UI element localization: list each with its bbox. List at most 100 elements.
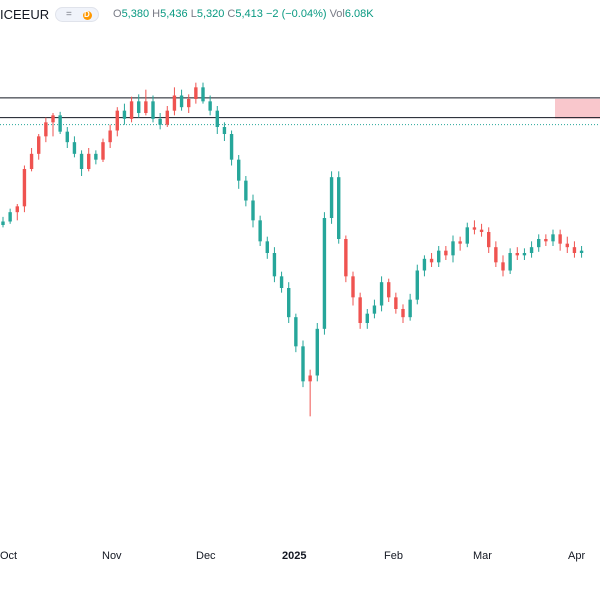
candle-body — [408, 299, 412, 318]
candle-body — [479, 229, 484, 232]
candle-body — [444, 250, 448, 256]
candle-body — [344, 239, 348, 277]
candle-body — [122, 110, 127, 119]
candle-body — [258, 220, 262, 242]
candle-body — [51, 115, 55, 123]
candle-body — [265, 241, 269, 253]
candle-body — [422, 258, 427, 271]
candle-body — [179, 95, 184, 108]
candle-body — [194, 87, 198, 99]
candle-body — [251, 200, 255, 221]
candle-body — [187, 99, 191, 108]
candle-body — [572, 247, 577, 253]
candle-body — [294, 317, 298, 347]
candle-body — [44, 122, 48, 137]
candle-body — [579, 250, 584, 253]
candle-body — [415, 270, 419, 300]
candle-body — [529, 247, 534, 253]
candle-body — [308, 375, 312, 382]
candle-body — [451, 241, 455, 256]
ohlc-values: O5,380 H5,436 L5,320 C5,413 −2 (−0.04%) … — [113, 8, 374, 20]
candle-body — [322, 218, 327, 329]
candle-body — [394, 297, 398, 309]
candle-body — [279, 276, 284, 288]
open-value: 5,380 — [121, 8, 150, 20]
candle-body — [237, 159, 241, 181]
time-tick-apr: Apr — [568, 550, 586, 562]
candle-body — [501, 262, 505, 271]
candle-body — [87, 153, 91, 169]
candle-body — [215, 110, 219, 127]
candle-body — [472, 227, 477, 230]
candle-body — [165, 110, 169, 125]
candle-body — [494, 247, 498, 263]
candle-body — [551, 234, 555, 242]
resistance-zone — [555, 98, 600, 119]
candle-body — [401, 309, 405, 318]
candle-body — [365, 313, 369, 323]
candle-body — [172, 95, 177, 111]
symbol-label[interactable]: ICEEUR — [0, 7, 50, 22]
volume-value: 6.08K — [344, 8, 374, 20]
time-tick-nov: Nov — [102, 550, 122, 562]
time-tick-oct: Oct — [0, 550, 18, 562]
candle-body — [37, 136, 41, 154]
candle-body — [337, 177, 341, 239]
candle-body — [301, 346, 305, 382]
candle-body — [1, 221, 5, 225]
candle-body — [429, 258, 434, 263]
candle-body — [65, 131, 69, 143]
equals-icon: = — [66, 9, 72, 20]
candle-body — [565, 243, 569, 248]
candle-body — [558, 234, 562, 244]
candle-body — [8, 212, 12, 222]
candle-body — [129, 101, 134, 119]
interval-badge: D — [83, 10, 92, 20]
candle-body — [137, 101, 141, 113]
price-chart[interactable] — [0, 28, 600, 540]
candle-body — [72, 142, 77, 154]
low-value: 5,320 — [196, 8, 225, 20]
candle-body — [458, 241, 462, 244]
interval-pill[interactable]: = D — [55, 7, 99, 22]
change-value: −2 (−0.04%) — [265, 8, 327, 20]
candle-body — [329, 177, 334, 218]
candle-body — [29, 153, 34, 169]
candle-body — [372, 305, 377, 314]
candle-body — [272, 253, 277, 277]
candle-body — [58, 115, 62, 132]
time-tick-feb: Feb — [384, 550, 403, 562]
candle-body — [108, 130, 112, 143]
candle-body — [522, 253, 527, 256]
candle-body — [515, 253, 519, 256]
candle-body — [537, 239, 541, 248]
time-tick-2025: 2025 — [282, 550, 307, 562]
time-tick-mar: Mar — [473, 550, 492, 562]
high-value: 5,436 — [160, 8, 188, 20]
candle-body — [229, 134, 234, 160]
candle-body — [315, 328, 319, 376]
candle-body — [144, 101, 148, 113]
legend-header: ICEEUR = D O5,380 H5,436 L5,320 C5,413 −… — [0, 0, 600, 28]
candle-body — [437, 250, 441, 263]
candle-body — [244, 180, 248, 201]
candle-body — [358, 297, 362, 323]
candle-body — [465, 227, 469, 244]
candle-body — [22, 169, 27, 207]
time-axis: Oct Nov Dec 2025 Feb Mar Apr — [0, 540, 600, 600]
candle-body — [79, 153, 84, 169]
candle-body — [544, 239, 548, 242]
candle-body — [287, 288, 291, 318]
candle-body — [151, 101, 155, 119]
candle-body — [158, 118, 162, 125]
candle-body — [222, 127, 227, 134]
candle-body — [208, 101, 212, 111]
candle-body — [15, 206, 19, 213]
candle-body — [387, 282, 391, 298]
candle-body — [508, 253, 512, 271]
candle-body — [101, 142, 105, 160]
candle-body — [94, 153, 98, 160]
candle-body — [379, 282, 384, 306]
time-tick-dec: Dec — [196, 550, 216, 562]
candle-body — [115, 110, 119, 131]
